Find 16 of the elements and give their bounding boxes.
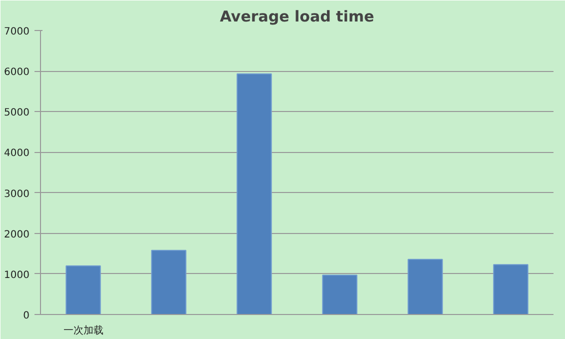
y-tick-label: 2000 — [4, 229, 30, 240]
bar — [66, 265, 101, 314]
bar — [322, 274, 358, 314]
chart-title: Average load time — [220, 8, 374, 26]
bar — [408, 258, 443, 314]
bar — [236, 73, 272, 314]
y-tick-label: 3000 — [4, 188, 30, 200]
bar — [151, 250, 186, 314]
y-tick-label: 0 — [23, 310, 30, 322]
bar — [493, 264, 528, 314]
y-tick-label: 6000 — [4, 67, 30, 78]
y-tick-label: 7000 — [4, 26, 30, 38]
y-tick-label: 5000 — [4, 108, 30, 119]
x-tick-label: 一次加载 — [63, 324, 104, 336]
y-tick-label: 1000 — [4, 270, 30, 281]
y-tick-label: 4000 — [4, 148, 30, 160]
